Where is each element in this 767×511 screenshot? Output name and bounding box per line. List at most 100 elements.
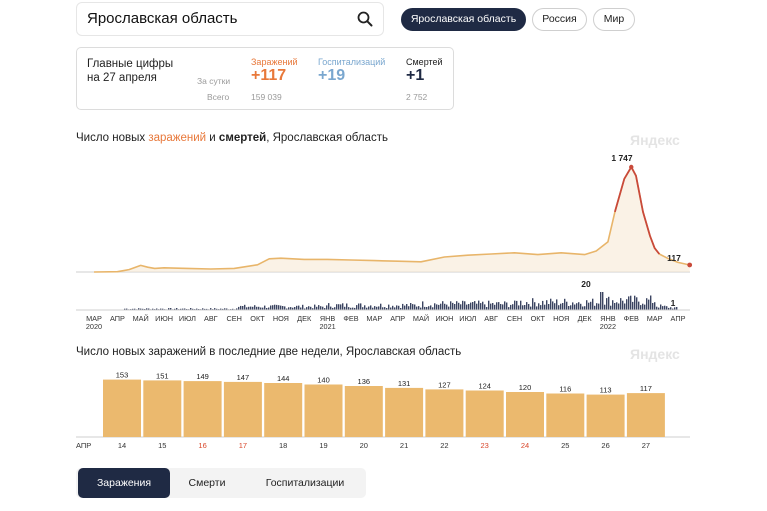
deaths-bar (668, 307, 670, 310)
month-tick-label: МАР (647, 314, 663, 323)
bar[interactable] (304, 384, 343, 438)
deaths-bar (428, 306, 430, 310)
tab-hospitalizations[interactable]: Госпитализации (265, 477, 345, 489)
peak-dot (629, 164, 634, 170)
deaths-bar (524, 305, 526, 310)
deaths-bar (392, 305, 394, 310)
region-russia-button[interactable]: Россия (532, 8, 587, 31)
deaths-bar (634, 295, 636, 310)
day-tick-label: 27 (642, 441, 650, 450)
deaths-bar (472, 302, 474, 310)
deaths-bar (506, 302, 508, 310)
deaths-bar (294, 307, 296, 310)
deaths-bar (480, 303, 482, 310)
deaths-bar (662, 306, 664, 310)
deaths-bar (430, 305, 432, 310)
day-tick-label: 21 (400, 441, 408, 450)
deaths-bar (138, 308, 140, 310)
search-box[interactable]: Ярославская область (76, 2, 384, 36)
region-yaroslavl-button[interactable]: Ярославская область (401, 8, 526, 31)
deaths-bar (564, 298, 566, 310)
bar[interactable] (183, 381, 222, 437)
month-tick-label: НОЯ (273, 314, 289, 323)
deaths-bar (604, 304, 606, 310)
bar[interactable] (465, 390, 504, 438)
bar[interactable] (143, 380, 182, 437)
deaths-bar (322, 306, 324, 310)
infections-deaths-chart[interactable]: МАР АПР МАЙ ИЮН ИЮЛ АВГ СЕН ОКТ НОЯ ДЕК ЯНВ ФЕВ МАР А… (0, 150, 767, 335)
deaths-bar (516, 300, 518, 310)
bar[interactable] (506, 392, 544, 437)
deaths-bar (302, 304, 304, 310)
deaths-bar (162, 308, 164, 310)
deaths-today: +1 (406, 67, 425, 84)
deaths-bar (344, 306, 346, 310)
day-tick-label: 24 (521, 441, 529, 450)
deaths-bar (396, 305, 398, 310)
chart2-month-label: АПР (76, 441, 91, 450)
tab-infections[interactable]: Заражения (78, 468, 170, 498)
bar[interactable] (223, 381, 262, 437)
bar[interactable] (546, 393, 585, 438)
deaths-bar (372, 307, 374, 310)
deaths-bar (376, 306, 378, 310)
month-tick-label: МАЙ (133, 314, 149, 323)
bar-value-label: 149 (196, 372, 209, 381)
deaths-bar (348, 307, 350, 310)
deaths-bar (296, 305, 298, 310)
deaths-bar (226, 308, 228, 310)
bar[interactable] (385, 387, 424, 437)
deaths-bar (398, 305, 400, 310)
deaths-bar (522, 305, 524, 310)
bar[interactable] (586, 394, 625, 437)
deaths-bar (600, 292, 602, 310)
month-tick-label: ЯНВ (320, 314, 336, 323)
deaths-bar (352, 307, 354, 310)
total-label: Всего (207, 92, 230, 102)
tab-deaths[interactable]: Смерти (188, 477, 226, 489)
deaths-bar (140, 308, 142, 310)
deaths-bar (366, 307, 368, 310)
deaths-bar (262, 307, 264, 310)
two-week-bar-chart[interactable]: АПР 153 14 151 15 149 16 147 17 144 18 140 19 136 20 1… (0, 362, 767, 457)
deaths-bar (182, 308, 184, 310)
deaths-bar (276, 304, 278, 310)
deaths-bar (340, 304, 342, 310)
deaths-bar (494, 304, 496, 310)
deaths-bar (432, 307, 434, 310)
deaths-bar (548, 304, 550, 310)
bar-value-label: 153 (116, 371, 129, 380)
deaths-bar (552, 301, 554, 310)
deaths-bar (470, 302, 472, 310)
deaths-bar (658, 307, 660, 310)
deaths-bar (124, 308, 126, 310)
deaths-bar (652, 303, 654, 310)
deaths-bar (306, 307, 308, 310)
deaths-bar (570, 305, 572, 310)
bar[interactable] (103, 379, 141, 437)
deaths-bar (266, 308, 268, 310)
deaths-bar (346, 303, 348, 310)
deaths-bar (526, 302, 528, 310)
deaths-bar (314, 304, 316, 310)
bar[interactable] (626, 393, 665, 437)
day-tick-label: 14 (118, 441, 126, 450)
deaths-bar (238, 306, 240, 310)
bar[interactable] (344, 386, 383, 437)
deaths-bar (412, 304, 414, 310)
deaths-bar (268, 307, 270, 310)
region-world-button[interactable]: Мир (593, 8, 635, 31)
deaths-bar (504, 301, 506, 310)
bar[interactable] (425, 389, 464, 437)
bar[interactable] (264, 383, 303, 437)
deaths-bar (390, 307, 392, 310)
deaths-bar (152, 308, 154, 310)
deaths-bar (468, 304, 470, 310)
infections-area (94, 167, 690, 272)
deaths-bar (300, 307, 302, 310)
search-icon[interactable] (357, 11, 373, 27)
deaths-bar (520, 300, 522, 310)
month-tick-label: ФЕВ (624, 314, 639, 323)
day-tick-label: 22 (440, 441, 448, 450)
search-input[interactable]: Ярославская область (87, 10, 238, 27)
